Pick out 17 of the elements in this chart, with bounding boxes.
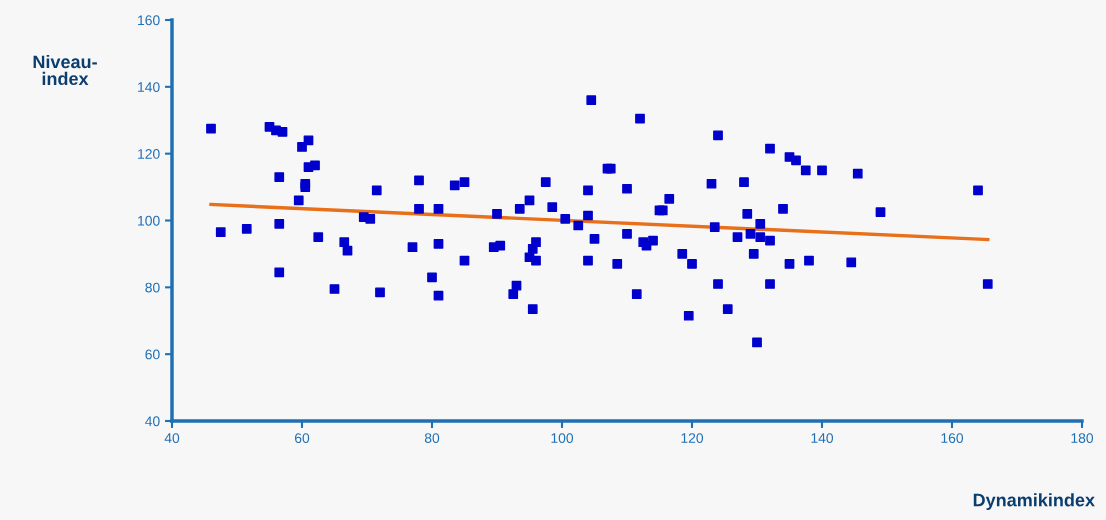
y-tick-label: 140 xyxy=(138,82,160,92)
x-tick-label: 40 xyxy=(164,433,180,444)
y-tick-label: 120 xyxy=(138,149,160,159)
x-tick-label: 120 xyxy=(681,433,704,444)
x-tick-label: 60 xyxy=(294,433,310,444)
x-tick-label: 180 xyxy=(1071,433,1094,444)
x-tick-label: 140 xyxy=(811,433,834,444)
y-tick-label: 160 xyxy=(138,15,160,26)
y-tick-label: 40 xyxy=(145,416,160,427)
y-tick-label: 100 xyxy=(138,215,160,226)
x-tick-label: 100 xyxy=(551,433,574,444)
y-tick-label: 60 xyxy=(145,349,160,360)
y-tick-label: 80 xyxy=(145,282,160,293)
x-tick-label: 80 xyxy=(424,433,440,444)
y-axis-title: Niveau- index xyxy=(33,55,97,86)
x-axis-title: Dynamikindex xyxy=(973,493,1095,510)
x-tick-label: 160 xyxy=(941,433,964,444)
